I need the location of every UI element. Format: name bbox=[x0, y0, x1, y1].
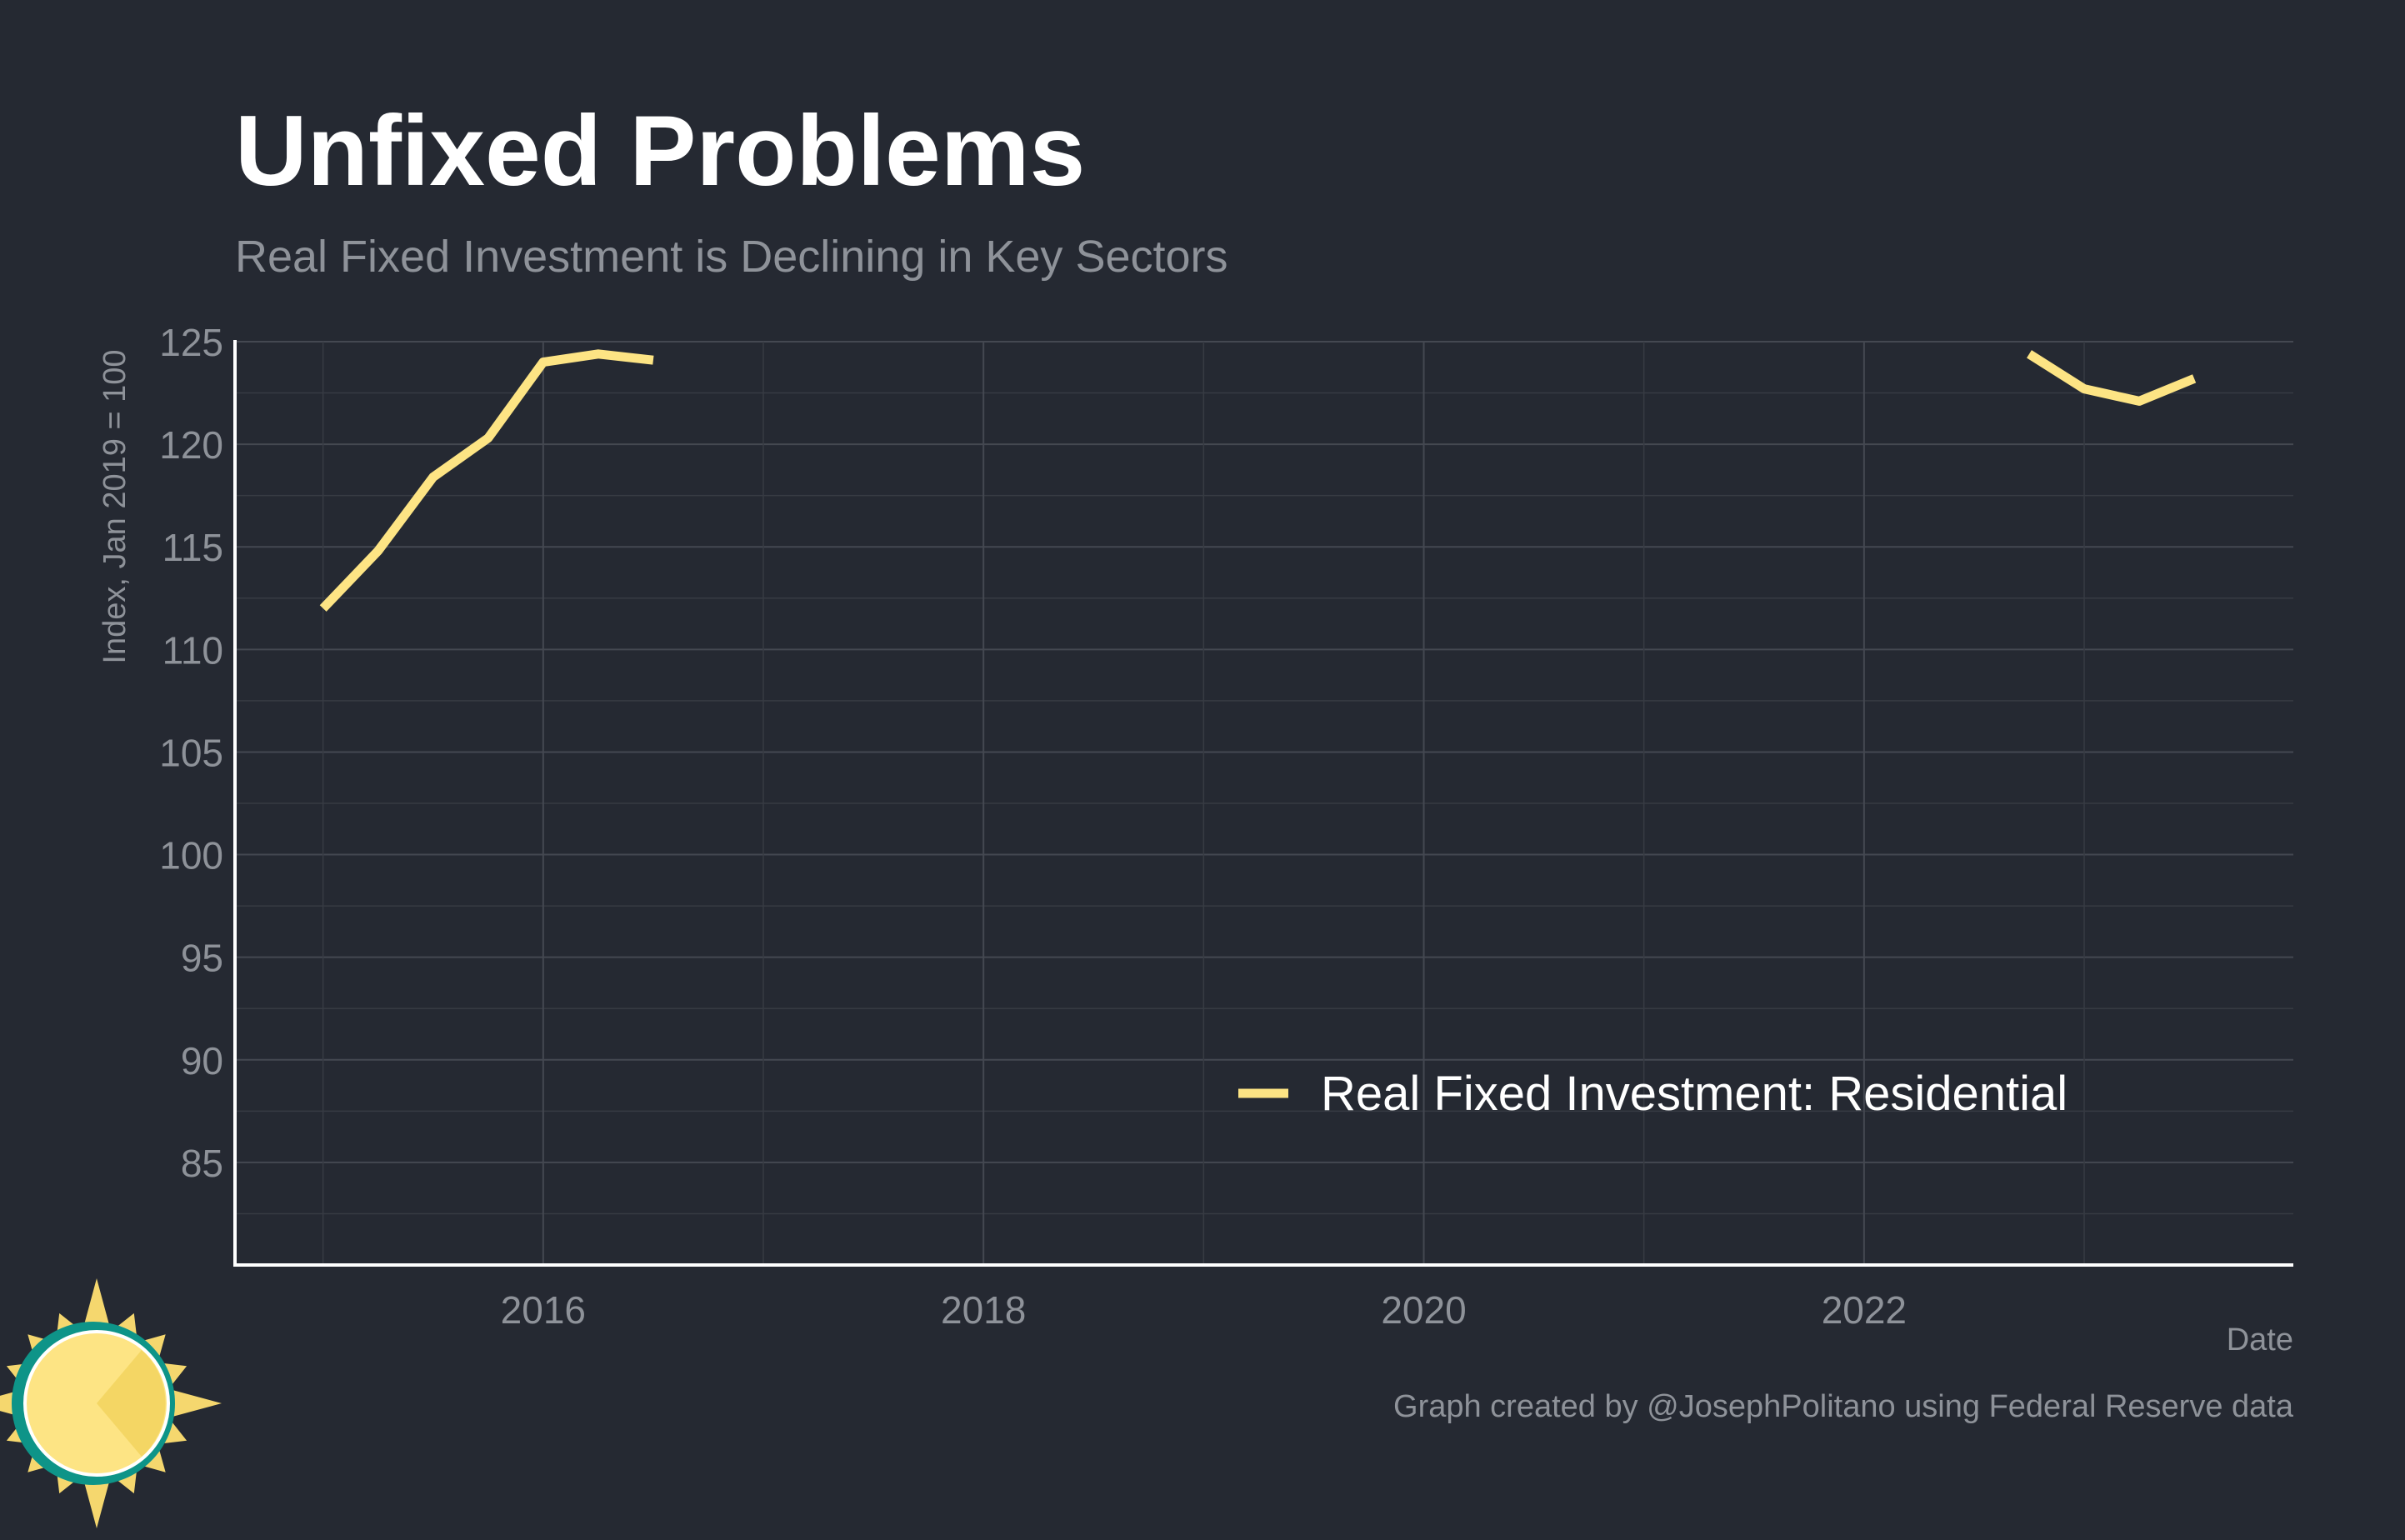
x-tick-label: 2020 bbox=[1381, 1288, 1466, 1332]
y-tick-label: 120 bbox=[159, 423, 223, 467]
grid-layer bbox=[235, 341, 2293, 1265]
y-tick-label: 110 bbox=[162, 628, 223, 672]
chart-title: Unfixed Problems bbox=[235, 95, 1085, 207]
axis-layer: 85 90 95 100 105 110 115 120 125 2016 2018 2020 2022 bbox=[159, 321, 2293, 1332]
series-line-segment-1 bbox=[319, 349, 654, 612]
y-tick-label: 100 bbox=[159, 834, 223, 878]
sun-disc-shade bbox=[97, 1350, 166, 1457]
y-axis-label: Index, Jan 2019 = 100 bbox=[98, 349, 132, 663]
y-tick-label: 105 bbox=[159, 731, 223, 774]
y-tick-label: 90 bbox=[181, 1039, 223, 1082]
legend-label: Real Fixed Investment: Residential bbox=[1321, 1067, 2068, 1121]
chart-subtitle: Real Fixed Investment is Declining in Ke… bbox=[235, 232, 1228, 282]
x-tick-label: 2016 bbox=[501, 1288, 586, 1332]
legend: Real Fixed Investment: Residential bbox=[1238, 1067, 2068, 1121]
y-tick-label: 85 bbox=[181, 1142, 223, 1185]
x-tick-label: 2022 bbox=[1822, 1288, 1907, 1332]
x-tick-label: 2018 bbox=[941, 1288, 1026, 1332]
footer-credit: Graph created by @JosephPolitano using F… bbox=[1393, 1389, 2294, 1424]
y-tick-label: 125 bbox=[159, 321, 223, 364]
series-line-segment-2 bbox=[2027, 350, 2197, 406]
sun-logo-icon bbox=[0, 1278, 222, 1528]
series-layer bbox=[319, 349, 2197, 612]
x-axis-label: Date bbox=[2227, 1322, 2293, 1358]
y-tick-label: 95 bbox=[181, 937, 223, 980]
y-tick-label: 115 bbox=[162, 526, 223, 569]
